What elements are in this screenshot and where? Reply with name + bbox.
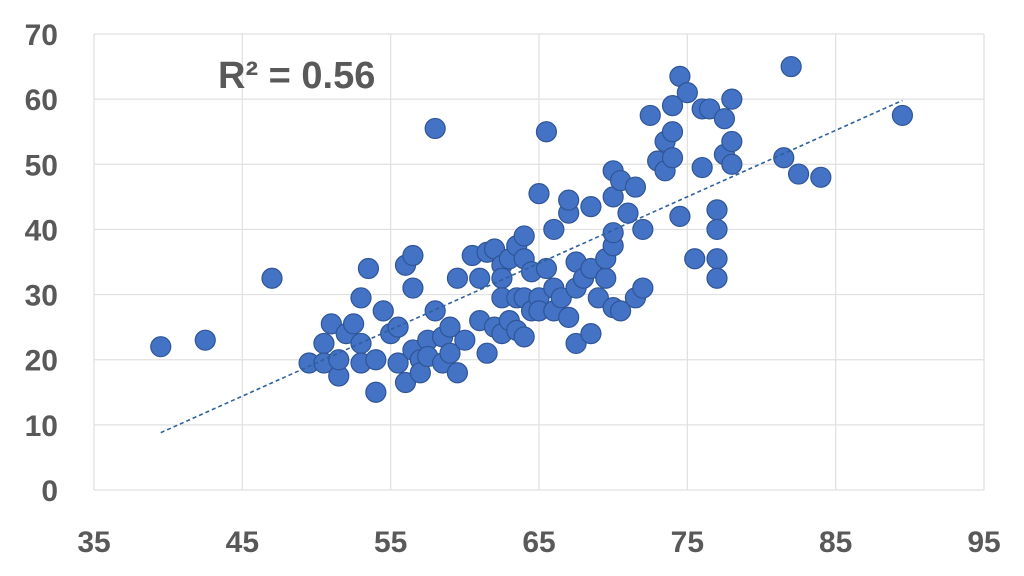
data-point bbox=[424, 117, 446, 140]
data-point bbox=[773, 147, 795, 169]
data-point bbox=[706, 248, 728, 270]
data-point bbox=[580, 196, 602, 218]
data-point bbox=[439, 342, 461, 364]
data-point bbox=[558, 189, 580, 211]
data-point bbox=[698, 98, 721, 120]
trendline bbox=[160, 99, 903, 434]
data-point bbox=[328, 349, 350, 371]
data-point bbox=[365, 381, 387, 403]
data-point bbox=[780, 55, 802, 78]
data-point bbox=[891, 104, 914, 127]
data-point bbox=[706, 218, 728, 241]
data-point bbox=[706, 267, 728, 289]
data-point bbox=[261, 267, 283, 289]
x-tick-label: 65 bbox=[522, 526, 555, 559]
y-tick-label: 60 bbox=[25, 84, 58, 117]
data-point bbox=[595, 267, 617, 289]
data-point bbox=[669, 205, 691, 227]
x-tick-label: 45 bbox=[226, 526, 259, 559]
trendline-layer bbox=[160, 99, 903, 434]
grid-lines bbox=[93, 33, 985, 491]
data-point bbox=[535, 121, 558, 143]
data-point bbox=[454, 329, 476, 351]
data-point bbox=[721, 130, 743, 153]
data-point bbox=[684, 248, 706, 270]
data-point bbox=[365, 349, 387, 371]
data-point bbox=[721, 88, 743, 110]
data-point bbox=[402, 277, 424, 299]
data-point bbox=[535, 257, 558, 280]
data-point bbox=[394, 371, 417, 394]
data-point bbox=[313, 332, 335, 355]
data-point bbox=[639, 104, 661, 127]
data-point bbox=[602, 222, 624, 244]
y-tick-label: 30 bbox=[25, 280, 58, 313]
data-point bbox=[320, 313, 342, 335]
data-point bbox=[528, 183, 550, 205]
x-tick-label: 85 bbox=[819, 526, 852, 559]
x-axis-tick-labels: 35 45 55 65 75 85 95 bbox=[77, 526, 1000, 559]
data-points bbox=[150, 55, 914, 403]
data-point bbox=[543, 218, 565, 241]
data-point bbox=[476, 342, 498, 364]
data-point bbox=[491, 267, 513, 289]
data-point bbox=[513, 326, 535, 348]
data-point bbox=[587, 287, 609, 309]
data-point bbox=[513, 225, 535, 247]
data-point bbox=[387, 352, 409, 374]
data-point bbox=[721, 153, 743, 175]
data-point bbox=[787, 163, 810, 185]
data-point bbox=[439, 316, 461, 338]
r-squared-annotation: R² = 0.56 bbox=[218, 55, 375, 97]
data-point bbox=[706, 199, 728, 221]
data-point bbox=[194, 329, 216, 351]
data-point bbox=[342, 313, 365, 335]
y-tick-label: 50 bbox=[25, 149, 58, 182]
data-point bbox=[550, 287, 572, 309]
y-tick-label: 20 bbox=[25, 345, 58, 378]
data-point bbox=[150, 336, 172, 358]
data-point bbox=[661, 147, 684, 169]
y-axis-tick-labels: 0 10 20 30 40 50 60 70 bbox=[25, 19, 58, 508]
x-tick-label: 55 bbox=[374, 526, 407, 559]
data-point bbox=[661, 121, 684, 143]
data-point bbox=[558, 306, 580, 328]
y-tick-label: 10 bbox=[25, 410, 58, 443]
data-point bbox=[357, 257, 380, 280]
data-point bbox=[446, 267, 469, 289]
y-tick-label: 40 bbox=[25, 214, 58, 247]
y-tick-label: 0 bbox=[41, 475, 58, 508]
data-point bbox=[691, 156, 713, 179]
data-point bbox=[424, 300, 446, 322]
data-point bbox=[350, 287, 372, 309]
x-tick-label: 75 bbox=[671, 526, 704, 559]
x-tick-label: 95 bbox=[967, 526, 1000, 559]
data-point bbox=[676, 82, 698, 104]
data-point bbox=[565, 332, 587, 355]
data-point bbox=[446, 362, 469, 384]
y-tick-label: 70 bbox=[25, 19, 58, 52]
data-point bbox=[713, 108, 736, 130]
data-point bbox=[372, 300, 394, 322]
x-tick-label: 35 bbox=[77, 526, 110, 559]
data-point bbox=[580, 323, 602, 345]
data-point bbox=[632, 218, 654, 241]
data-point bbox=[469, 267, 491, 289]
data-point bbox=[810, 166, 832, 188]
data-point bbox=[624, 176, 647, 198]
data-point bbox=[580, 257, 602, 280]
data-point bbox=[632, 277, 654, 299]
data-point bbox=[402, 244, 424, 267]
data-point bbox=[661, 95, 684, 117]
data-point bbox=[609, 300, 632, 322]
